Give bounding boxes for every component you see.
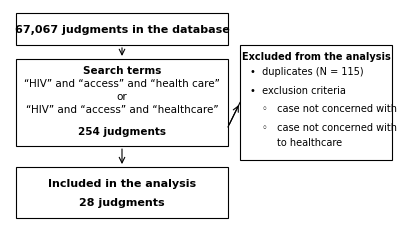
Text: Excluded from the analysis: Excluded from the analysis	[242, 52, 390, 62]
Text: to healthcare: to healthcare	[277, 137, 342, 147]
Text: or: or	[117, 92, 127, 102]
Text: •  exclusion criteria: • exclusion criteria	[250, 85, 346, 95]
Text: •  duplicates (N = 115): • duplicates (N = 115)	[250, 67, 364, 77]
FancyBboxPatch shape	[16, 167, 228, 218]
Text: ◦   case not concerned with PLHIV: ◦ case not concerned with PLHIV	[262, 104, 400, 114]
FancyBboxPatch shape	[16, 14, 228, 46]
Text: Included in the analysis: Included in the analysis	[48, 178, 196, 188]
Text: “HIV” and “access” and “healthcare”: “HIV” and “access” and “healthcare”	[26, 104, 218, 114]
FancyBboxPatch shape	[16, 60, 228, 147]
Text: 67,067 judgments in the database: 67,067 judgments in the database	[15, 25, 229, 35]
Text: 254 judgments: 254 judgments	[78, 127, 166, 137]
Text: 28 judgments: 28 judgments	[79, 197, 165, 207]
Text: ◦   case not concerned with access: ◦ case not concerned with access	[262, 122, 400, 132]
FancyBboxPatch shape	[240, 46, 392, 160]
Text: Search terms: Search terms	[83, 66, 161, 76]
Text: “HIV” and “access” and “health care”: “HIV” and “access” and “health care”	[24, 79, 220, 89]
